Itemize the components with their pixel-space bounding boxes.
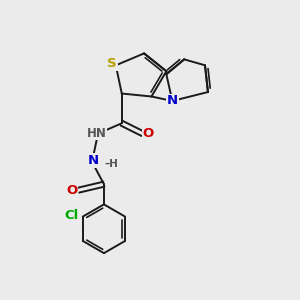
Text: Cl: Cl <box>64 208 79 222</box>
Text: N: N <box>88 154 99 167</box>
Text: S: S <box>107 57 117 70</box>
Text: O: O <box>67 184 78 196</box>
Text: O: O <box>142 127 154 140</box>
Text: HN: HN <box>87 127 106 140</box>
Text: –H: –H <box>104 159 118 169</box>
Text: N: N <box>167 94 178 107</box>
